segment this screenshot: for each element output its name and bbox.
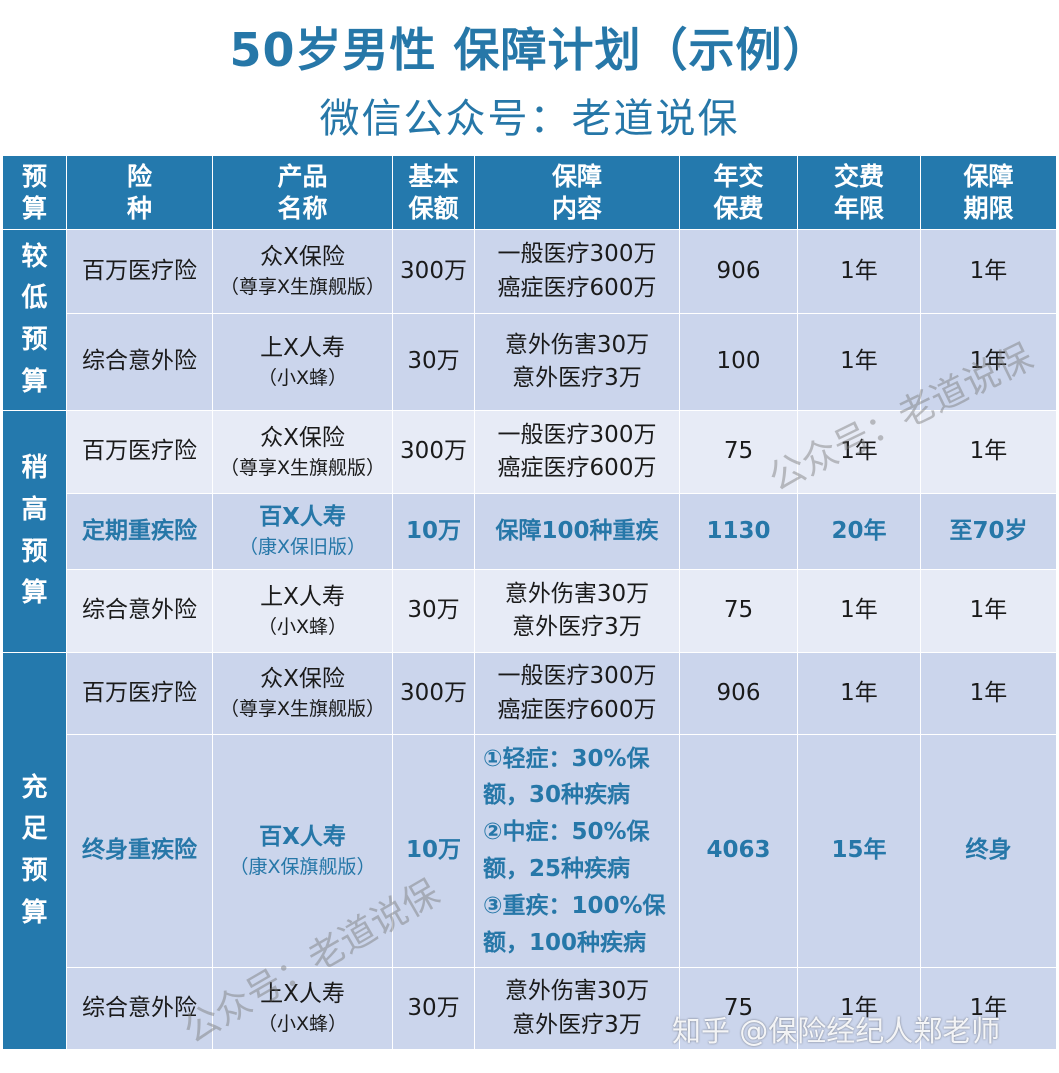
pay-term: 20年 [797,493,921,570]
base-amount: 300万 [392,652,475,735]
insurance-type: 百万医疗险 [66,229,213,314]
table-row: 综合意外险 上X人寿 （小X蜂） 30万 意外伤害30万 意外医疗3万 100 1年… [3,313,1057,411]
coverage-content: 一般医疗300万 癌症医疗600万 [474,652,680,735]
base-amount: 10万 [392,734,475,968]
pay-term: 1年 [797,313,921,411]
table-row: 定期重疾险 百X人寿 （康X保旧版） 10万 保障100种重疾 1130 20年 … [3,493,1057,570]
coverage-content: 意外伤害30万 意外医疗3万 [474,569,680,653]
coverage-content: 保障100种重疾 [474,493,680,570]
header-premium: 年交保费 [679,155,798,230]
insurance-type: 综合意外险 [66,569,213,653]
footer-credit: 知乎 @保险经纪人郑老师 [672,1014,1001,1048]
product-name: 众X保险 （尊享X生旗舰版） [212,229,393,314]
coverage-content: 意外伤害30万 意外医疗3万 [474,313,680,411]
product-name: 上X人寿 （小X蜂） [212,313,393,411]
annual-premium: 4063 [679,734,798,968]
coverage-content: 一般医疗300万 癌症医疗600万 [474,229,680,314]
coverage-content: 一般医疗300万 癌症医疗600万 [474,410,680,494]
product-name: 众X保险 （尊享X生旗舰版） [212,410,393,494]
annual-premium: 906 [679,652,798,735]
product-name: 上X人寿 （小X蜂） [212,569,393,653]
category-low-budget: 较低预算 [2,229,67,411]
coverage-term: 1年 [920,652,1057,735]
category-mid-budget: 稍高预算 [2,410,67,653]
base-amount: 30万 [392,313,475,411]
page-subtitle: 微信公众号：老道说保 [319,96,740,142]
base-amount: 10万 [392,493,475,570]
insurance-type: 百万医疗险 [66,410,213,494]
table-row: 较低预算 百万医疗险 众X保险 （尊享X生旗舰版） 300万 一般医疗300万 癌症… [2,229,1057,411]
product-name: 百X人寿 （康X保旗舰版） [212,734,393,968]
coverage-term: 1年 [920,313,1057,411]
pay-term: 1年 [797,410,921,494]
header-budget: 预算 [2,155,67,230]
table-row: 充足预算 百万医疗险 众X保险 （尊享X生旗舰版） 300万 一般医疗300万 癌症… [2,652,1057,1050]
table-row: 稍高预算 百万医疗险 众X保险 （尊享X生旗舰版） 300万 一般医疗300万 癌症… [2,410,1057,653]
table-row: 综合意外险 上X人寿 （小X蜂） 30万 意外伤害30万 意外医疗3万 75 1年 … [3,967,1057,1050]
annual-premium: 906 [679,229,798,314]
insurance-type: 终身重疾险 [66,734,213,968]
header-amount: 基本保额 [392,155,475,230]
annual-premium: 100 [679,313,798,411]
pay-term: 1年 [797,967,921,1050]
header-type: 险种 [66,155,213,230]
base-amount: 300万 [392,229,475,314]
coverage-term: 终身 [920,734,1057,968]
annual-premium: 75 [679,410,798,494]
header-product: 产品名称 [212,155,393,230]
insurance-type: 综合意外险 [66,967,213,1050]
insurance-plan-table: 预算 险种 产品名称 基本保额 保障内容 年交保费 交费年限 保障期限 较低预算… [2,155,1057,1050]
coverage-content: ①轻症：30%保 额，30种疾病 ②中症：50%保 额，25种疾病 ③重疾：10… [474,734,680,968]
annual-premium: 75 [679,967,798,1050]
pay-term: 1年 [797,229,921,314]
insurance-type: 百万医疗险 [66,652,213,735]
table-header-row: 预算 险种 产品名称 基本保额 保障内容 年交保费 交费年限 保障期限 [2,155,1057,230]
coverage-term: 1年 [920,229,1057,314]
insurance-type: 定期重疾险 [66,493,213,570]
coverage-term: 1年 [920,410,1057,494]
header-term: 保障期限 [920,155,1057,230]
product-name: 百X人寿 （康X保旧版） [212,493,393,570]
pay-term: 1年 [797,569,921,653]
annual-premium: 75 [679,569,798,653]
header-coverage: 保障内容 [474,155,680,230]
coverage-content: 意外伤害30万 意外医疗3万 [474,967,680,1050]
coverage-term: 1年 [920,569,1057,653]
annual-premium: 1130 [679,493,798,570]
base-amount: 30万 [392,569,475,653]
category-full-budget: 充足预算 [2,652,67,1050]
pay-term: 1年 [797,652,921,735]
product-name: 众X保险 （尊享X生旗舰版） [212,652,393,735]
product-name: 上X人寿 （小X蜂） [212,967,393,1050]
base-amount: 30万 [392,967,475,1050]
table-row: 终身重疾险 百X人寿 （康X保旗舰版） 10万 ①轻症：30%保 额，30种疾病 … [3,734,1057,968]
coverage-term: 1年 [920,967,1057,1050]
insurance-type: 综合意外险 [66,313,213,411]
coverage-term: 至70岁 [920,493,1057,570]
base-amount: 300万 [392,410,475,494]
header-pay-term: 交费年限 [797,155,921,230]
table-row: 综合意外险 上X人寿 （小X蜂） 30万 意外伤害30万 意外医疗3万 75 1年 … [3,569,1057,653]
page-title: 50岁男性 保障计划（示例） [229,23,830,77]
pay-term: 15年 [797,734,921,968]
